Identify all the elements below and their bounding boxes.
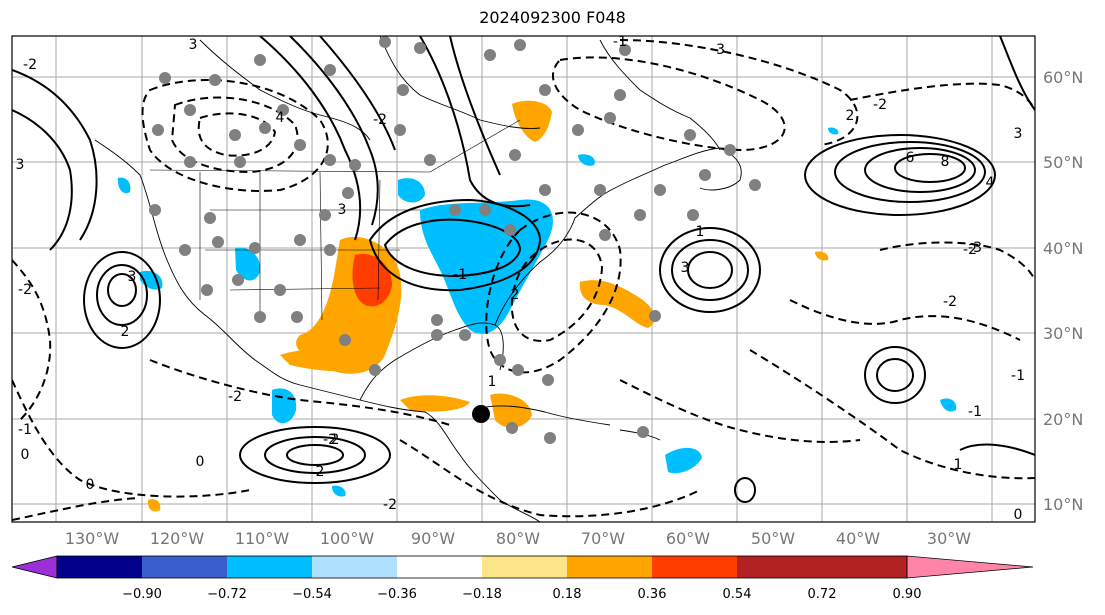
lon-label: 120°W (150, 529, 205, 548)
contour-label: -1 (453, 267, 467, 283)
lon-label: 100°W (320, 529, 375, 548)
colorbar: −0.90 −0.72 −0.54 −0.36 −0.18 0.18 0.36 … (11, 555, 1034, 602)
contour-label: -2 (228, 389, 242, 405)
contour-label: -2 (323, 432, 337, 448)
colorbar-segment (737, 556, 822, 578)
colorbar-segment (397, 556, 482, 578)
warm-anomaly-shading (147, 100, 829, 512)
lon-label: 50°W (751, 529, 795, 548)
colorbar-tick-label: −0.36 (377, 587, 417, 602)
contour-label: 0 (86, 477, 95, 493)
lat-label: 60°N (1043, 68, 1083, 87)
lon-label: 90°W (411, 529, 455, 548)
lat-label: 10°N (1043, 495, 1083, 514)
contour-label: 6 (906, 150, 915, 166)
contour-label: 2 (121, 324, 130, 340)
contour-label: 4 (276, 110, 285, 126)
lon-label: 30°W (927, 529, 971, 548)
colorbar-tick-label: 0.54 (723, 587, 752, 602)
colorbar-segment (567, 556, 652, 578)
colorbar-segment (312, 556, 397, 578)
colorbar-segment (822, 556, 907, 578)
contour-label: -2 (383, 497, 397, 513)
contour-label: 2 (331, 432, 340, 448)
colorbar-segment (57, 556, 142, 578)
colorbar-extend-min (11, 555, 58, 579)
contour-label: 3 (681, 260, 690, 276)
colorbar-tick-label: −0.72 (207, 587, 247, 602)
contour-label: 2 (511, 287, 520, 303)
contour-label: 2 (316, 464, 325, 480)
map-frame (11, 35, 1036, 523)
lon-label: 70°W (581, 529, 625, 548)
coastlines (94, 36, 742, 522)
colorbar-tick-label: −0.18 (462, 587, 502, 602)
contour-label: -1 (1011, 368, 1025, 384)
contour-label: 0 (21, 447, 30, 463)
contour-label: 0 (196, 454, 205, 470)
colorbar-tick-label: −0.54 (292, 587, 332, 602)
latitude-labels: 60°N 50°N 40°N 30°N 20°N 10°N (1043, 68, 1083, 514)
contour-label: 3 (338, 202, 347, 218)
contour-label: 8 (941, 154, 950, 170)
lon-label: 80°W (496, 529, 540, 548)
observation-dots (149, 36, 761, 444)
contour-label: -2 (943, 294, 957, 310)
colorbar-segment (652, 556, 737, 578)
lon-label: 110°W (235, 529, 290, 548)
lon-label: 60°W (666, 529, 710, 548)
contour-label: -3 (711, 42, 725, 58)
contour-label: -1 (968, 404, 982, 420)
contour-label: -2 (23, 57, 37, 73)
colorbar-tick-label: 0.18 (553, 587, 582, 602)
lat-label: 30°N (1043, 324, 1083, 343)
longitude-labels: 130°W 120°W 110°W 100°W 90°W 80°W 70°W 6… (65, 529, 971, 548)
contour-label: 1 (696, 224, 705, 240)
contour-label: -1 (613, 34, 627, 50)
colorbar-segment (227, 556, 312, 578)
colorbar-tick-label: −0.90 (122, 587, 162, 602)
map-title: 2024092300 F048 (479, 8, 626, 27)
colorbar-extend-max (906, 555, 1034, 579)
contour-label: -2 (873, 97, 887, 113)
contour-label: 3 (189, 37, 198, 53)
contour-label: 3 (16, 157, 25, 173)
contour-label: 4 (986, 175, 995, 191)
colorbar-tick-label: 0.90 (893, 587, 922, 602)
lon-label: 40°W (836, 529, 880, 548)
contour-label: 2 (846, 108, 855, 124)
contour-label: -1 (18, 422, 32, 438)
storm-center-marker (472, 405, 490, 423)
contour-label: -2 (18, 282, 32, 298)
contour-label: 1 (488, 374, 497, 390)
colorbar-segment (482, 556, 567, 578)
lon-label: 130°W (65, 529, 120, 548)
contour-label: -2 (963, 242, 977, 258)
contour-label: 0 (1014, 507, 1023, 523)
colorbar-tick-label: 0.72 (808, 587, 837, 602)
lat-label: 20°N (1043, 410, 1083, 429)
contour-labels: 3 3 4 3 -2 2 -2 2 3 1 -3 -2 6 8 4 3 -2 2… (16, 34, 1025, 523)
contour-label: -2 (373, 112, 387, 128)
lat-label: 50°N (1043, 153, 1083, 172)
cool-anomaly-shading (117, 127, 957, 497)
contour-label: 1 (954, 457, 963, 473)
positive-contours (12, 36, 1035, 503)
colorbar-segment (142, 556, 227, 578)
colorbar-tick-label: 0.36 (638, 587, 667, 602)
lat-label: 40°N (1043, 239, 1083, 258)
contour-label: 3 (128, 269, 137, 285)
contour-label: -3 (968, 240, 982, 256)
contour-label: 3 (1014, 126, 1023, 142)
